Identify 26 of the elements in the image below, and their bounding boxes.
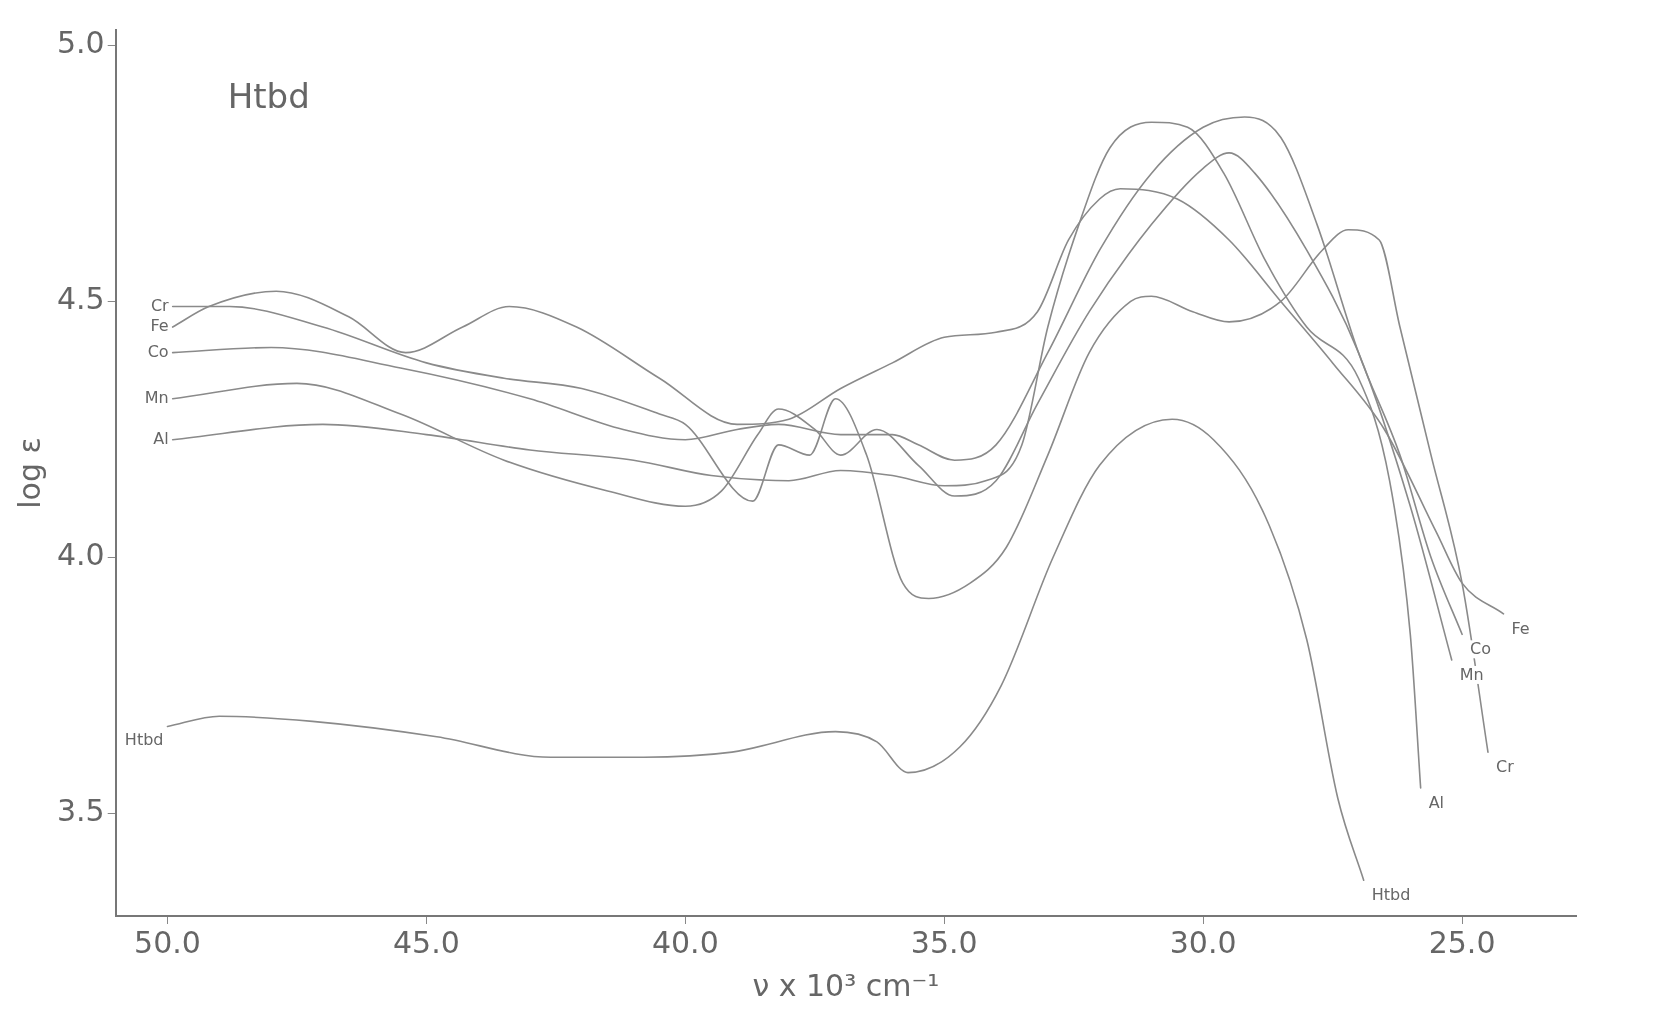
y-tick-label: 4.0 — [56, 537, 105, 573]
y-tick-label: 3.5 — [56, 793, 105, 829]
x-tick-label: 40.0 — [651, 924, 719, 960]
line-series — [166, 418, 1365, 881]
series-label: Fe — [150, 316, 169, 336]
x-axis-title: ν x 10³ cm⁻¹ — [752, 967, 940, 1003]
text: Cr — [1495, 757, 1514, 777]
y-tick-label: 4.5 — [56, 281, 105, 317]
series-label: Htbd — [124, 729, 164, 749]
text: Mn — [1459, 665, 1484, 685]
x-tick-label: 35.0 — [910, 924, 978, 960]
series-label: Al — [153, 428, 169, 448]
y-tick-label: 5.0 — [56, 25, 105, 61]
series-label: Mn — [144, 387, 169, 407]
series-label: Cr — [150, 295, 170, 315]
text: Co — [1470, 639, 1492, 659]
text: Fe — [1511, 618, 1530, 638]
y-axis-title: log ε — [11, 437, 47, 509]
text: Al — [1428, 793, 1445, 813]
x-tick-label: 50.0 — [134, 924, 201, 960]
text: Htbd — [227, 75, 310, 116]
x-tick-label: 30.0 — [1169, 924, 1237, 960]
x-tick-label: 25.0 — [1428, 924, 1496, 960]
series-label: Co — [147, 341, 169, 361]
x-tick-label: 45.0 — [393, 924, 460, 960]
text: Htbd — [1371, 885, 1411, 905]
